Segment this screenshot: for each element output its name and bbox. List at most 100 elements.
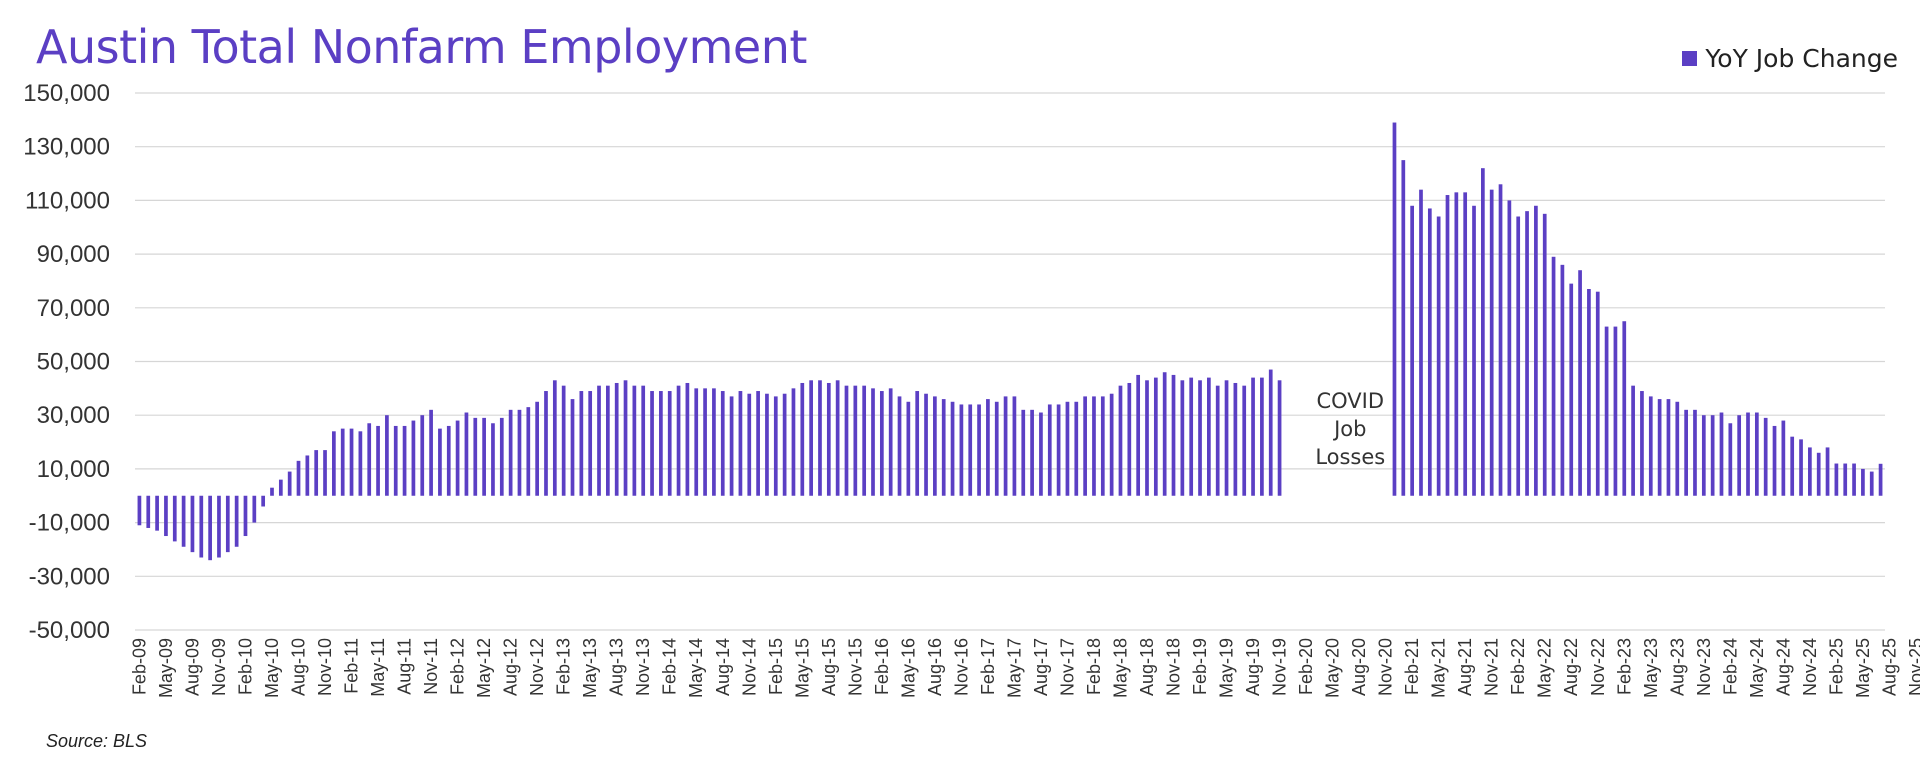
bar <box>694 388 699 496</box>
bar <box>641 385 646 496</box>
x-tick-label: May-14 <box>686 638 706 698</box>
x-tick-label: Nov-13 <box>633 638 653 696</box>
bar <box>358 431 363 496</box>
x-tick-label: Nov-17 <box>1057 638 1077 696</box>
x-tick-label: Aug-12 <box>501 638 521 696</box>
bar <box>517 409 522 496</box>
bar <box>1861 468 1865 496</box>
bar <box>1816 452 1821 496</box>
bar <box>1021 409 1026 496</box>
x-tick-label: May-19 <box>1217 638 1237 698</box>
bar <box>332 431 336 496</box>
bar <box>1675 401 1680 496</box>
bar <box>482 417 486 496</box>
x-tick-label: Feb-21 <box>1402 638 1422 695</box>
y-tick-label: 90,000 <box>37 241 110 268</box>
y-tick-label: -30,000 <box>29 563 110 590</box>
bar <box>791 388 796 496</box>
bar <box>252 495 257 523</box>
bar <box>950 401 955 496</box>
x-tick-label: May-09 <box>156 638 176 698</box>
bar <box>455 420 460 496</box>
bar <box>446 425 451 496</box>
x-tick-label: Nov-11 <box>421 638 441 695</box>
bar <box>1525 211 1529 496</box>
y-tick-label: 130,000 <box>23 134 110 161</box>
bar <box>1180 380 1185 496</box>
x-tick-label: Aug-18 <box>1137 638 1157 696</box>
bar <box>1260 377 1264 496</box>
bar <box>1560 264 1565 496</box>
bar <box>217 495 221 558</box>
x-tick-label: Aug-19 <box>1243 638 1263 696</box>
bar <box>1454 192 1459 496</box>
bar <box>402 425 407 496</box>
bar <box>1215 385 1220 496</box>
x-tick-label: Nov-24 <box>1800 638 1820 696</box>
bar <box>1781 420 1786 496</box>
bar <box>765 393 769 496</box>
bar <box>1507 200 1512 496</box>
bar <box>1578 270 1582 496</box>
bar <box>720 391 725 496</box>
bar <box>535 401 540 496</box>
bar <box>1145 380 1149 496</box>
x-tick-label: May-12 <box>474 638 494 698</box>
bars <box>137 122 1883 561</box>
bar <box>199 495 204 558</box>
bar <box>1852 463 1856 496</box>
x-tick-label: Nov-21 <box>1482 638 1502 696</box>
bar <box>526 407 531 496</box>
bar <box>1825 447 1830 496</box>
x-tick-label: May-24 <box>1747 638 1767 698</box>
x-tick-label: Aug-14 <box>713 638 733 696</box>
chart-legend: YoY Job Change <box>1682 44 1898 73</box>
bar <box>1207 377 1211 496</box>
bar <box>1604 326 1609 496</box>
x-tick-label: May-13 <box>580 638 600 698</box>
bar <box>844 385 849 496</box>
bar <box>1489 189 1494 496</box>
bar <box>1684 409 1688 496</box>
x-tick-label: Feb-10 <box>235 638 255 695</box>
bar <box>853 385 858 496</box>
last-value-label: 11,900 <box>1899 0 1920 5</box>
x-tick-label: Nov-22 <box>1588 638 1608 696</box>
legend-label: YoY Job Change <box>1705 44 1898 73</box>
x-tick-label: May-18 <box>1110 638 1130 698</box>
bar <box>225 495 230 553</box>
bar <box>172 495 177 542</box>
bar <box>897 396 902 496</box>
bar <box>1251 377 1255 496</box>
x-tick-label: Feb-20 <box>1296 638 1316 695</box>
x-tick-label: Feb-13 <box>554 638 574 695</box>
bar <box>1737 415 1742 496</box>
bar <box>1083 396 1087 496</box>
bar <box>1463 192 1468 496</box>
x-tick-label: Feb-17 <box>978 638 998 695</box>
x-tick-label: Feb-23 <box>1614 638 1634 695</box>
bar <box>385 415 389 496</box>
bar <box>729 396 734 496</box>
bar <box>1189 377 1194 496</box>
bar <box>605 385 610 496</box>
x-tick-label: Feb-09 <box>129 638 149 695</box>
x-tick-label: Feb-15 <box>766 638 786 695</box>
bar <box>1480 168 1485 496</box>
bar <box>994 401 999 496</box>
bar <box>1003 396 1008 496</box>
bar <box>712 388 716 496</box>
bar <box>1516 216 1521 496</box>
bar <box>1153 377 1158 496</box>
bar <box>1808 447 1812 496</box>
bar <box>1843 463 1848 496</box>
bar <box>659 391 663 496</box>
x-tick-label: Aug-16 <box>925 638 945 696</box>
bar <box>933 396 937 496</box>
bar <box>499 417 504 496</box>
x-tick-label: Nov-09 <box>209 638 229 696</box>
x-tick-label: Nov-10 <box>315 638 335 696</box>
bar <box>1056 404 1061 496</box>
bar <box>473 417 478 496</box>
bar <box>1277 380 1282 496</box>
